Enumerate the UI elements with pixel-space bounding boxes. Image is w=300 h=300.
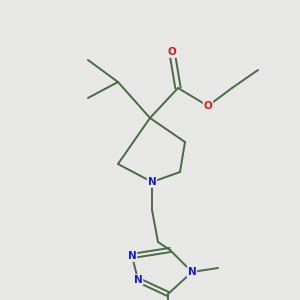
Text: N: N <box>134 275 142 285</box>
Text: N: N <box>148 177 156 187</box>
Text: N: N <box>188 267 196 277</box>
Text: O: O <box>204 101 212 111</box>
Text: O: O <box>168 47 176 57</box>
Text: N: N <box>128 251 136 261</box>
